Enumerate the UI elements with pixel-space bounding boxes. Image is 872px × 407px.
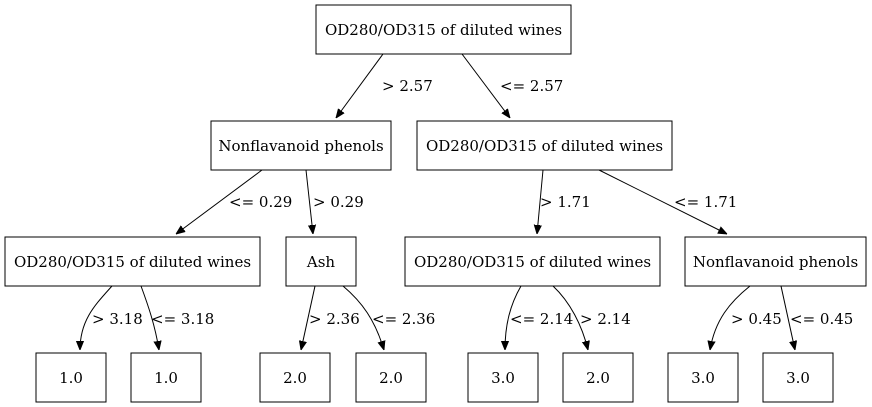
edge-label-root-left: > 2.57	[382, 77, 433, 95]
edge-right-to-rr	[598, 169, 727, 234]
edge-right-to-rl	[537, 169, 544, 234]
node-od-ll-label: OD280/OD315 of diluted wines	[14, 253, 251, 271]
edge-lr-to-leaf3	[301, 285, 316, 350]
leaf-1-label: 1.0	[59, 369, 83, 387]
edge-label-right-rl: > 1.71	[540, 193, 591, 211]
leaf-6-label: 2.0	[586, 369, 610, 387]
leaf-7-label: 3.0	[691, 369, 715, 387]
leaf-node: 2.0	[562, 352, 634, 403]
node-ash: Ash	[285, 236, 357, 287]
edge-label-rr-leaf7: > 0.45	[731, 310, 782, 328]
edge-label-right-rr: <= 1.71	[674, 193, 737, 211]
root-node: OD280/OD315 of diluted wines	[315, 4, 572, 55]
edge-label-rl-leaf5: <= 2.14	[510, 310, 573, 328]
edge-rr-to-leaf8	[780, 285, 795, 350]
node-nonflavanoid-left-label: Nonflavanoid phenols	[218, 137, 383, 155]
edge-label-rr-leaf8: <= 0.45	[790, 310, 853, 328]
edge-label-rl-leaf6: > 2.14	[580, 310, 631, 328]
node-od-right: OD280/OD315 of diluted wines	[416, 120, 673, 171]
edge-labels: > 2.57 <= 2.57 <= 0.29 > 0.29 > 1.71 <= …	[92, 77, 853, 328]
edge-ll-to-leaf1	[80, 285, 113, 350]
leaf-node: 3.0	[762, 352, 834, 403]
leaf-4-label: 2.0	[379, 369, 403, 387]
leaf-node: 3.0	[667, 352, 739, 403]
edge-label-lr-leaf4: <= 2.36	[372, 310, 435, 328]
edge-label-ll-leaf2: <= 3.18	[151, 310, 214, 328]
leaf-node: 2.0	[259, 352, 331, 403]
leaf-node: 3.0	[467, 352, 539, 403]
edge-rl-to-leaf5	[505, 285, 522, 350]
leaf-node: 1.0	[35, 352, 107, 403]
edge-left-to-lr	[305, 169, 313, 234]
edge-label-left-lr: > 0.29	[313, 193, 364, 211]
edges	[80, 53, 795, 350]
edge-ll-to-leaf2	[140, 285, 159, 350]
node-od-right-label: OD280/OD315 of diluted wines	[426, 137, 663, 155]
edge-rl-to-leaf6	[552, 285, 588, 350]
edge-label-root-right: <= 2.57	[500, 77, 563, 95]
leaf-node: 2.0	[355, 352, 427, 403]
edge-root-to-left	[336, 53, 384, 118]
node-nonflavanoid-rr: Nonflavanoid phenols	[684, 236, 867, 287]
root-node-label: OD280/OD315 of diluted wines	[325, 21, 562, 39]
edge-rr-to-leaf7	[710, 285, 751, 350]
leaf-3-label: 2.0	[283, 369, 307, 387]
node-nonflavanoid-left: Nonflavanoid phenols	[210, 120, 392, 171]
edge-label-left-ll: <= 0.29	[229, 193, 292, 211]
edge-lr-to-leaf4	[342, 285, 384, 350]
node-od-rl-label: OD280/OD315 of diluted wines	[414, 253, 651, 271]
node-nonflavanoid-rr-label: Nonflavanoid phenols	[693, 253, 858, 271]
node-od-rl: OD280/OD315 of diluted wines	[404, 236, 661, 287]
leaf-8-label: 3.0	[786, 369, 810, 387]
edge-label-lr-leaf3: > 2.36	[309, 310, 360, 328]
leaf-node: 1.0	[130, 352, 202, 403]
nodes: OD280/OD315 of diluted wines Nonflavanoi…	[4, 4, 867, 403]
leaf-5-label: 3.0	[491, 369, 515, 387]
leaf-2-label: 1.0	[154, 369, 178, 387]
edge-root-to-right	[461, 53, 510, 118]
node-od-ll: OD280/OD315 of diluted wines	[4, 236, 261, 287]
edge-label-ll-leaf1: > 3.18	[92, 310, 143, 328]
node-ash-label: Ash	[306, 253, 336, 271]
edge-left-to-ll	[176, 169, 263, 234]
